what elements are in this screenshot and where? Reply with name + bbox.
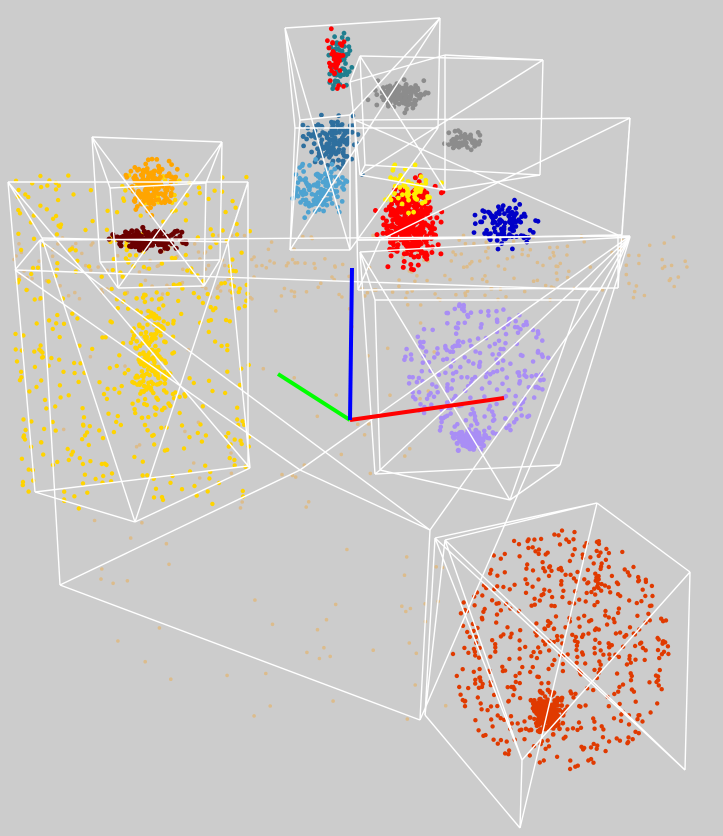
cluster-red-object	[373, 173, 446, 273]
bounding-box-top-right	[349, 54, 544, 191]
bounding-box-vase	[359, 236, 631, 501]
cluster-red-orange-sphere	[527, 687, 566, 737]
cluster-floor-scatter	[61, 303, 448, 721]
cluster-shelf-left-yellow	[128, 292, 176, 433]
bounding-box-lamp	[91, 136, 223, 289]
bounding-box-center-right	[354, 117, 631, 291]
bounding-box-table	[14, 235, 631, 721]
y-axis-line	[276, 372, 352, 422]
bounding-box-sphere	[424, 502, 691, 829]
points-layer	[12, 26, 689, 772]
cluster-grey-top	[442, 128, 483, 153]
cluster-blue-tail	[471, 197, 541, 252]
cluster-lavender-vase	[402, 302, 551, 441]
bounding-boxes-layer	[7, 17, 691, 829]
cluster-lavender-vase	[450, 427, 489, 453]
cluster-light-blue	[290, 157, 350, 221]
bounding-box-left-shelf	[7, 181, 251, 523]
axes-gizmo	[276, 267, 505, 422]
cluster-red-orange-sphere	[450, 528, 671, 772]
cluster-grey-top	[365, 77, 431, 116]
x-axis-line	[349, 396, 505, 422]
z-axis-line	[348, 267, 354, 421]
cluster-red-object	[325, 26, 347, 91]
